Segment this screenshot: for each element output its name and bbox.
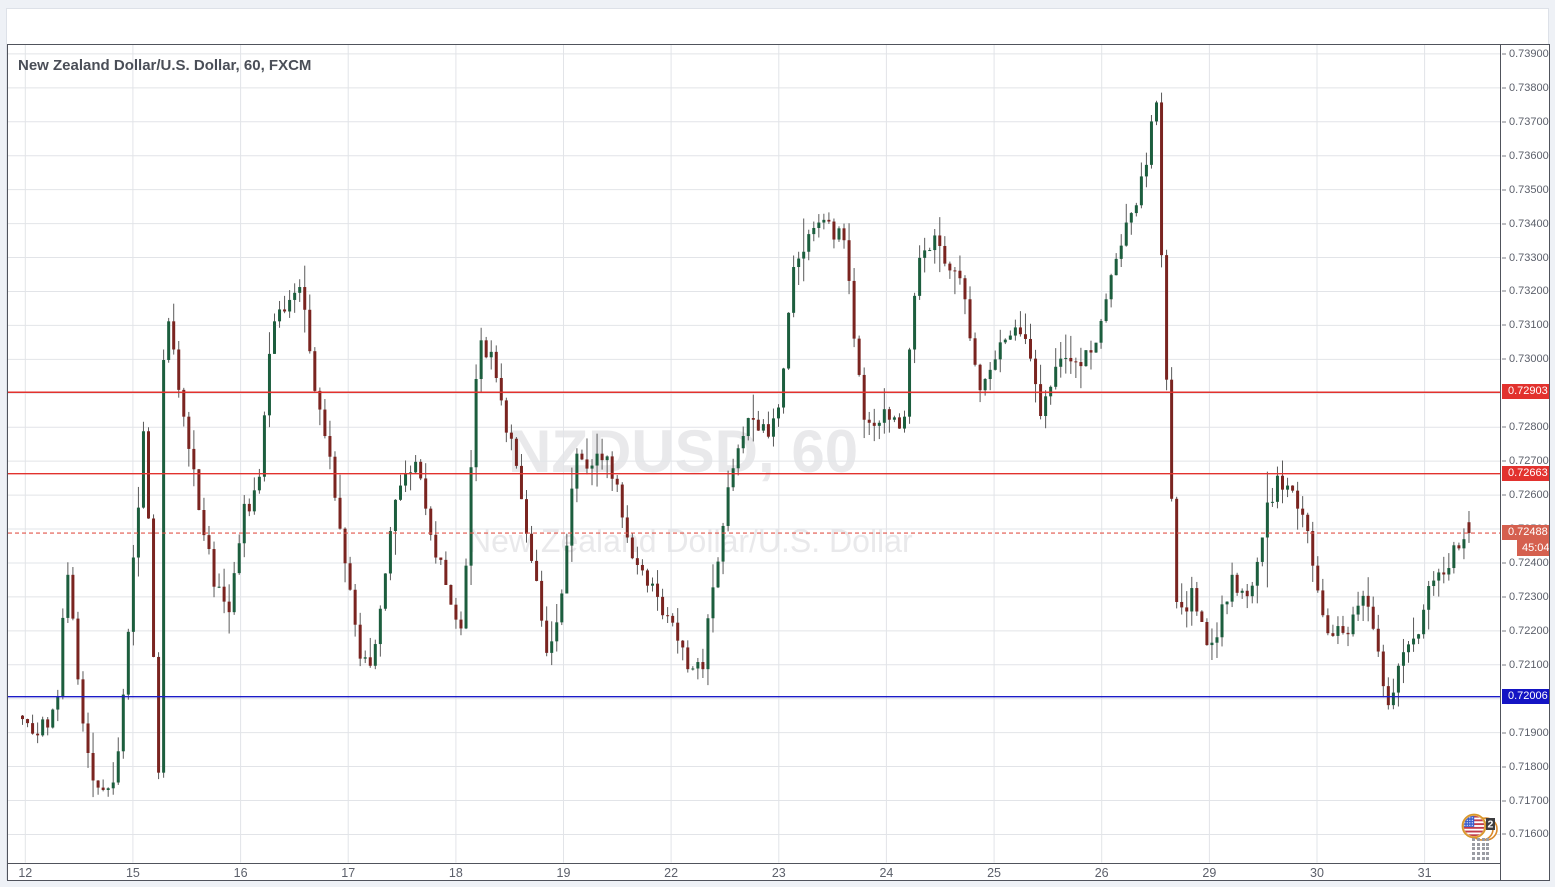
svg-text:2: 2 <box>1487 819 1493 831</box>
